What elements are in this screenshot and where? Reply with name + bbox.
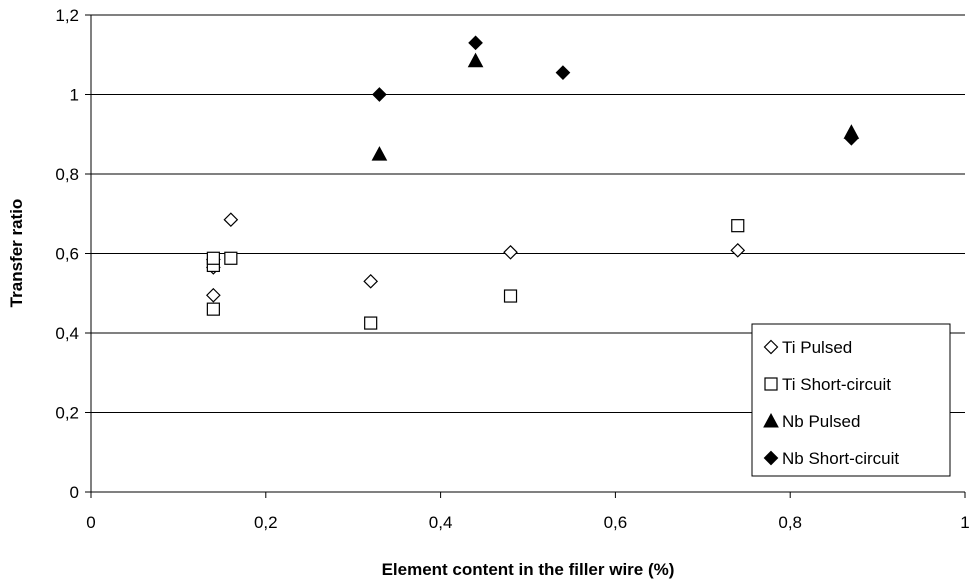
- x-tick-label: 1: [960, 513, 969, 532]
- data-point: [206, 251, 220, 265]
- data-point: [730, 242, 746, 258]
- legend-label: Nb Pulsed: [782, 412, 860, 431]
- legend-marker: [763, 450, 779, 466]
- y-axis-title: Transfer ratio: [7, 199, 26, 308]
- x-tick-label: 0: [86, 513, 95, 532]
- legend-items: Ti Pulsed Ti Short-circuit Nb Pulsed Nb Sho…: [763, 338, 899, 468]
- legend-label: Ti Pulsed: [782, 338, 852, 357]
- x-tick-label: 0,8: [778, 513, 802, 532]
- axis-layer: 0 0,2 0,4 0,6 0,8 1 1,2 0 0,2 0,4 0,6 0,8 1: [55, 6, 969, 532]
- y-tick-label: 1: [70, 86, 79, 105]
- data-point: [364, 316, 378, 330]
- x-tick-label: 0,6: [604, 513, 628, 532]
- y-tick-label: 0,4: [55, 324, 79, 343]
- legend-label: Nb Short-circuit: [782, 449, 899, 468]
- series-ti-short-circuit: [206, 219, 745, 330]
- series-nb-pulsed: [371, 52, 860, 161]
- data-point: [468, 35, 483, 51]
- data-point: [224, 251, 238, 265]
- y-tick-label: 1,2: [55, 6, 79, 25]
- data-point: [503, 244, 518, 260]
- data-point: [844, 130, 859, 146]
- y-tick-label: 0: [70, 483, 79, 502]
- data-point: [223, 212, 239, 228]
- y-tick-label: 0,8: [55, 165, 79, 184]
- legend-marker: [763, 412, 779, 428]
- y-tick-label: 0,6: [55, 245, 79, 264]
- x-tick-label: 0,4: [429, 513, 453, 532]
- series-nb-short-circuit: [372, 35, 859, 146]
- legend: Ti Pulsed Ti Short-circuit Nb Pulsed Nb Sho…: [751, 323, 951, 477]
- data-point: [731, 219, 745, 233]
- x-axis-title: Element content in the filler wire (%): [382, 560, 675, 579]
- points-layer: [206, 35, 860, 330]
- data-point: [363, 273, 379, 289]
- data-point: [206, 287, 221, 303]
- x-tick-label: 0,2: [254, 513, 278, 532]
- data-point: [372, 87, 387, 102]
- data-point: [206, 302, 220, 316]
- legend-marker: [763, 339, 779, 355]
- legend-marker: [764, 377, 778, 391]
- data-point: [555, 65, 571, 80]
- series-ti-pulsed: [206, 212, 746, 303]
- data-point: [503, 289, 518, 303]
- legend-box: [751, 323, 951, 477]
- y-tick-label: 0,2: [55, 404, 79, 423]
- data-point: [467, 52, 484, 68]
- legend-label: Ti Short-circuit: [782, 375, 891, 394]
- data-point: [371, 146, 388, 161]
